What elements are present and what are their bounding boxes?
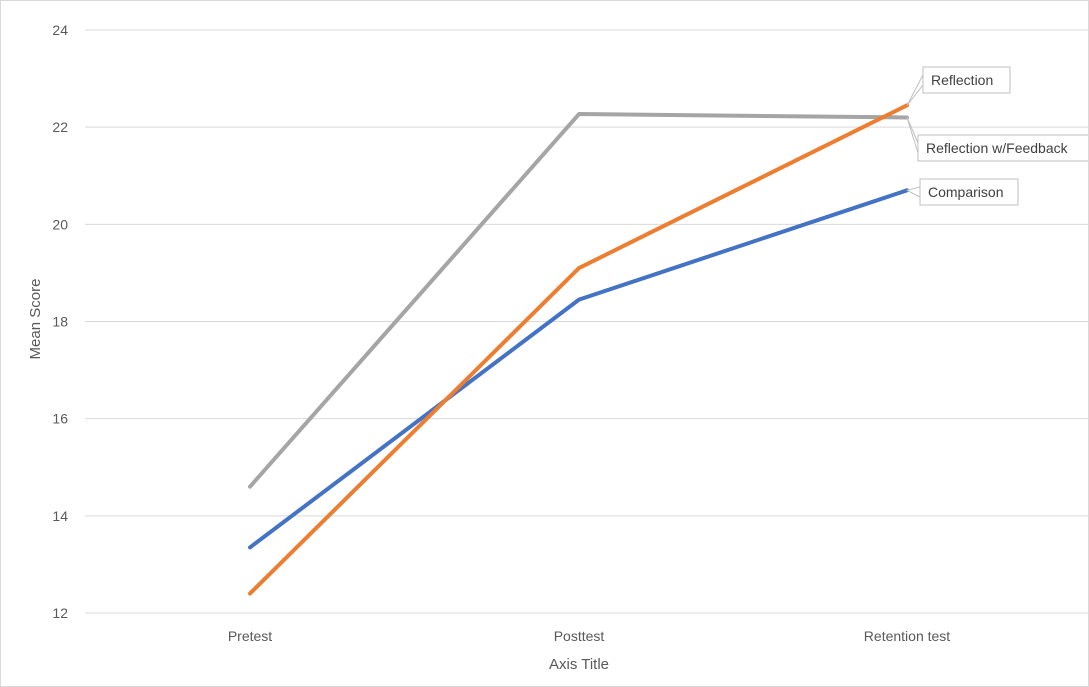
series-line-2 [248, 112, 909, 489]
series-callouts: Reflection Reflection w/Feedback Compariso… [905, 66, 1088, 206]
y-axis-tick-labels: 12 14 16 18 20 22 24 [52, 22, 68, 621]
callout-box [917, 134, 1088, 162]
x-axis-tick-labels: Pretest Posttest Retention test [228, 628, 950, 644]
callout-leader [906, 117, 919, 154]
series-line-1 [248, 103, 909, 596]
x-axis-title: Axis Title [549, 656, 609, 673]
y-tick-label: 24 [52, 22, 68, 38]
callout-0: Comparison [905, 178, 1019, 206]
y-axis-title: Mean Score [27, 279, 44, 360]
series-label: Reflection w/Feedback [926, 140, 1069, 156]
gridlines [85, 29, 1088, 614]
series-lines [248, 103, 909, 596]
x-tick-label: Pretest [228, 628, 272, 644]
y-tick-label: 14 [52, 508, 68, 524]
series-line-0 [248, 188, 909, 550]
y-tick-label: 12 [52, 605, 68, 621]
callout-leader [905, 186, 921, 198]
y-tick-label: 20 [52, 216, 68, 232]
y-tick-label: 18 [52, 314, 68, 330]
y-tick-label: 16 [52, 411, 68, 427]
y-tick-label: 22 [52, 119, 68, 135]
callout-box [922, 66, 1011, 94]
callout-2: Reflection w/Feedback [906, 117, 1088, 162]
series-label: Comparison [928, 184, 1003, 200]
x-tick-label: Retention test [864, 628, 950, 644]
callout-box [919, 178, 1019, 206]
series-label: Reflection [931, 72, 993, 88]
x-tick-label: Posttest [554, 628, 605, 644]
callout-leader [906, 74, 924, 106]
callout-1: Reflection [906, 66, 1011, 106]
